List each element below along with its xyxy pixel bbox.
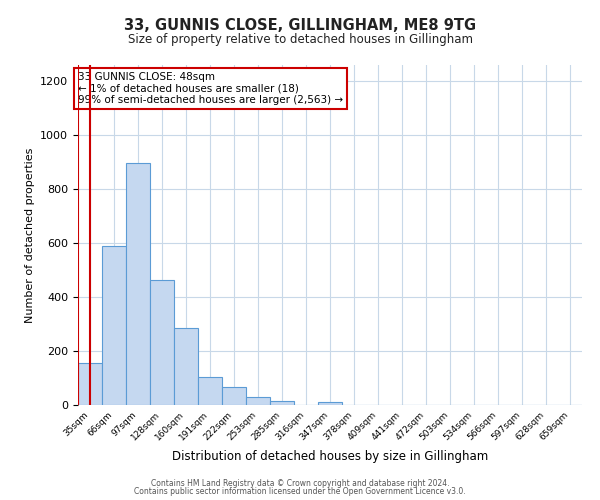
Bar [126,164,150,405]
Bar [102,246,126,405]
Bar [174,328,198,405]
X-axis label: Distribution of detached houses by size in Gillingham: Distribution of detached houses by size … [172,450,488,464]
Text: Size of property relative to detached houses in Gillingham: Size of property relative to detached ho… [128,32,473,46]
Bar [270,401,294,405]
Text: Contains HM Land Registry data © Crown copyright and database right 2024.: Contains HM Land Registry data © Crown c… [151,478,449,488]
Bar [222,388,246,405]
Text: Contains public sector information licensed under the Open Government Licence v3: Contains public sector information licen… [134,487,466,496]
Bar [78,363,102,405]
Bar [246,397,270,405]
Text: 33, GUNNIS CLOSE, GILLINGHAM, ME8 9TG: 33, GUNNIS CLOSE, GILLINGHAM, ME8 9TG [124,18,476,32]
Bar [150,280,174,405]
Y-axis label: Number of detached properties: Number of detached properties [25,148,35,322]
Bar [198,376,222,405]
Text: 33 GUNNIS CLOSE: 48sqm
← 1% of detached houses are smaller (18)
99% of semi-deta: 33 GUNNIS CLOSE: 48sqm ← 1% of detached … [78,72,343,105]
Bar [318,402,342,405]
